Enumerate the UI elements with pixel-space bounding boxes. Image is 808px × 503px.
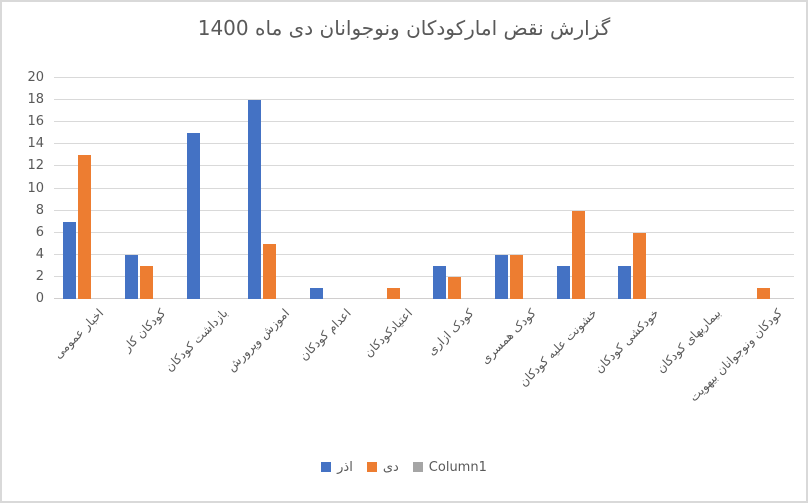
bar-cluster: [609, 78, 671, 299]
legend-item-azar[interactable]: اذر: [321, 460, 353, 475]
legend-label: دی: [382, 459, 399, 475]
plot-area: [54, 77, 794, 299]
bar-dey[interactable]: [448, 276, 462, 299]
x-axis-category-label: کودکان ونوجوانان بیهویت: [686, 306, 786, 405]
bar-dey[interactable]: [510, 254, 524, 299]
bar-dey[interactable]: [78, 155, 92, 299]
y-axis-tick-label: 8: [35, 202, 44, 218]
gridline: [54, 209, 794, 211]
bar-dey[interactable]: [633, 232, 647, 299]
gridline: [54, 121, 794, 123]
legend-label: Column1: [428, 459, 487, 475]
bar-cluster: [362, 78, 424, 299]
bar-azar[interactable]: [310, 287, 324, 299]
y-axis-tick-label: 16: [27, 114, 44, 130]
legend-swatch: [321, 462, 332, 472]
legend-item-column1[interactable]: Column1: [412, 459, 487, 475]
gridlines-layer: [54, 77, 794, 299]
bar-cluster: [301, 78, 363, 299]
gridline: [54, 187, 794, 189]
y-axis-tick-label: 18: [27, 92, 44, 108]
bar-cluster: [732, 78, 794, 299]
gridline: [54, 231, 794, 233]
bar-cluster: [547, 78, 609, 299]
x-axis-category-label: کودکان کار: [120, 306, 169, 355]
x-axis-category-label: بیماریهای کودکان: [653, 306, 724, 376]
bar-dey[interactable]: [386, 287, 400, 299]
bar-azar[interactable]: [186, 133, 200, 299]
x-axis-category-label: اعدام کودکان: [296, 306, 354, 364]
x-axis-category-label: اموزش وپرورش: [223, 306, 292, 375]
bar-cluster: [177, 78, 239, 299]
bar-cluster: [424, 78, 486, 299]
gridline: [54, 165, 794, 167]
bar-dey[interactable]: [140, 265, 153, 299]
legend-item-dey[interactable]: دی: [366, 459, 399, 475]
x-axis-category-label: اعتیادکودکان: [361, 306, 416, 360]
bar-dey[interactable]: [263, 243, 277, 299]
bar-azar[interactable]: [556, 265, 570, 299]
x-axis-line: [54, 298, 794, 299]
bar-cluster: [116, 78, 178, 299]
bar-azar[interactable]: [248, 100, 262, 299]
chart-title[interactable]: گزارش نقض امارکودکان ونوجوانان دی ماه 14…: [197, 16, 611, 40]
x-axis-category-label: بازداشت کودکان: [161, 306, 231, 375]
bar-dey[interactable]: [571, 210, 585, 299]
x-axis-category-label: خودکشی کودکان: [591, 306, 662, 376]
y-axis-tick-label: 14: [27, 136, 44, 152]
bar-azar[interactable]: [618, 265, 632, 299]
gridline: [54, 253, 794, 255]
gridline: [54, 143, 794, 145]
x-axis-category-label: کودک ازاری: [424, 306, 477, 358]
y-axis-tick-label: 0: [35, 291, 44, 306]
y-axis-tick-label: 20: [27, 70, 44, 85]
bars-layer: [54, 78, 794, 299]
bar-azar[interactable]: [495, 254, 509, 299]
legend: اذر دی Column1: [2, 458, 806, 476]
y-axis-tick-label: 2: [35, 268, 44, 284]
bar-azar[interactable]: [125, 254, 138, 299]
bar-cluster: [671, 78, 733, 299]
bar-cluster: [54, 78, 116, 299]
bar-cluster: [486, 78, 548, 299]
bar-dey[interactable]: [756, 287, 770, 299]
gridline: [54, 275, 794, 277]
bar-azar[interactable]: [433, 265, 447, 299]
gridline: [54, 99, 794, 101]
y-axis-tick-label: 6: [35, 224, 44, 240]
y-axis-tick-label: 12: [27, 158, 44, 174]
bar-azar[interactable]: [63, 221, 77, 299]
legend-label: اذر: [337, 459, 353, 475]
legend-swatch: [412, 462, 423, 472]
x-axis-category-label: اخبار عمومی: [51, 306, 107, 362]
gridline: [54, 77, 794, 78]
bar-cluster: [239, 78, 301, 299]
y-axis-tick-label: 4: [35, 246, 44, 262]
x-axis-category-label: کودک همسری: [477, 306, 539, 367]
y-axis-tick-label: 10: [27, 180, 44, 196]
legend-swatch: [366, 462, 377, 472]
x-axis-category-label: خشونت علیه کودکان: [516, 306, 601, 390]
